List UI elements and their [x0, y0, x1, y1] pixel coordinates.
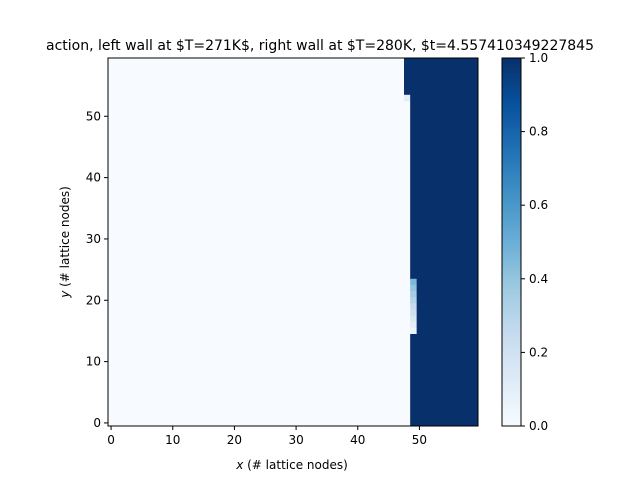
chart-title: action, left wall at $T=271K$, right wal…	[46, 38, 594, 54]
x-tick-label: 0	[107, 433, 115, 447]
y-tick-label: 10	[86, 355, 101, 369]
x-tick-label: 40	[350, 433, 365, 447]
heatmap-cell-region	[410, 278, 417, 286]
colorbar-tick-label: 0.2	[529, 345, 548, 359]
x-axis-label-rest: (# lattice nodes)	[243, 458, 347, 472]
heatmap-cell-region	[410, 297, 417, 304]
colorbar-tick-label: 0.8	[529, 125, 548, 139]
heatmap-cell-region	[410, 284, 417, 292]
x-tick-label: 50	[412, 433, 427, 447]
heatmap-cell-region	[410, 321, 417, 329]
heatmap-cells	[108, 58, 479, 427]
colorbar-ticks: 0.0 0.2 0.4 0.6 0.8 1.0	[521, 51, 548, 433]
heatmap-cell-region	[410, 303, 417, 310]
x-tick-label: 10	[165, 433, 180, 447]
colorbar	[501, 57, 522, 427]
y-axis-label-rest: (# lattice nodes)	[58, 186, 72, 290]
heatmap-cell-region	[404, 58, 417, 96]
y-axis-label: y (# lattice nodes)	[58, 186, 72, 299]
heatmap-cell-region	[410, 327, 417, 335]
heatmap-cell-region	[410, 94, 417, 280]
y-tick-label: 0	[93, 416, 101, 430]
x-axis-ticks: 0 10 20 30 40 50	[107, 426, 427, 447]
heatmap-cell-region	[410, 334, 417, 427]
x-tick-label: 30	[288, 433, 303, 447]
heatmap-cell-region	[404, 94, 411, 102]
x-tick-label: 20	[227, 433, 242, 447]
y-tick-label: 30	[86, 232, 101, 246]
heatmap-cell-region	[410, 315, 417, 323]
heatmap-cell-region	[410, 291, 417, 298]
heatmap-cell-region	[410, 309, 417, 316]
colorbar-tick-label: 1.0	[529, 51, 548, 65]
heatmap-cell-region	[416, 58, 479, 427]
x-axis-label: x (# lattice nodes)	[235, 458, 348, 472]
y-tick-label: 20	[86, 293, 101, 307]
plot-frame	[107, 57, 479, 427]
colorbar-tick-label: 0.6	[529, 198, 548, 212]
y-axis-ticks: 0 10 20 30 40 50	[86, 109, 108, 430]
y-tick-label: 50	[86, 109, 101, 123]
y-tick-label: 40	[86, 171, 101, 185]
colorbar-tick-label: 0.0	[529, 419, 548, 433]
x-axis-label-var: x	[235, 458, 244, 472]
y-axis-label-var: y	[58, 290, 72, 299]
colorbar-tick-label: 0.4	[529, 272, 548, 286]
